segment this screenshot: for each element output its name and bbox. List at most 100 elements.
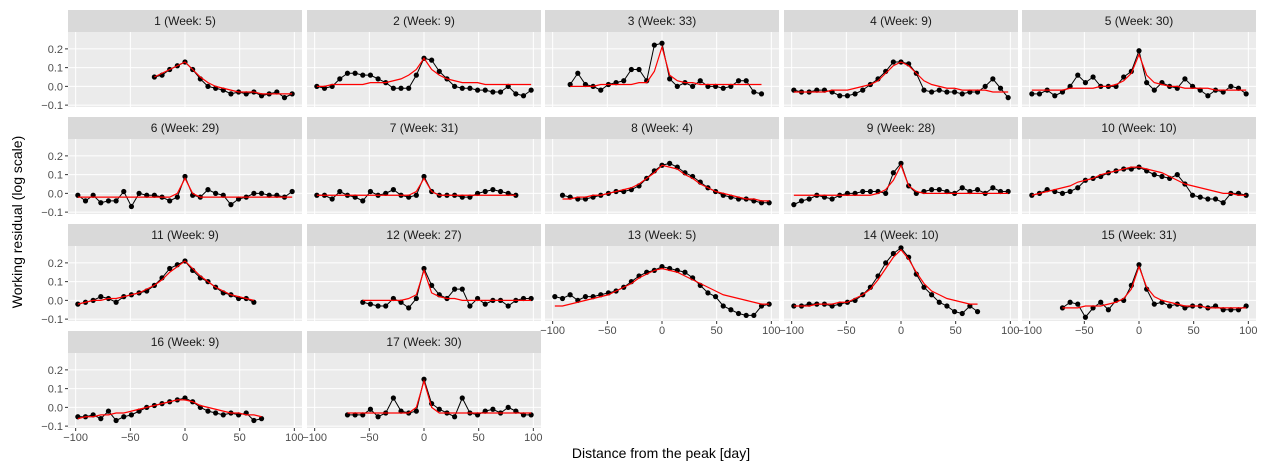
point [758,91,765,97]
point [959,185,965,191]
point [720,85,726,91]
y-tick-label: 0.1 [48,384,63,396]
fitted-line [1031,52,1247,91]
point [360,198,366,204]
y-tick-label: −0.1 [41,314,63,326]
point [436,68,442,74]
y-tick-label: 0.0 [48,402,63,414]
strip-title: 11 (Week: 9) [151,228,219,242]
strip [545,10,779,32]
point [390,187,396,193]
point [1228,83,1234,89]
point [182,173,188,180]
point [383,303,389,309]
point [375,414,381,420]
point [636,66,642,73]
point [1243,91,1249,97]
point [735,310,742,317]
point [1029,91,1035,97]
panel: 2 (Week: 9) [307,10,541,107]
x-tick-label: −100 [63,432,88,444]
point [1075,301,1081,307]
point [98,294,104,300]
point [929,89,935,95]
point [1067,299,1073,305]
fitted-line [77,177,293,198]
point [82,198,89,204]
strip [307,10,541,32]
strip-title: 13 (Week: 5) [628,228,696,242]
point [467,303,473,309]
panel: 9 (Week: 28) [784,117,1018,214]
panel: 15 (Week: 31) −100 −50 0 50 100 [1017,224,1258,337]
point [258,416,265,422]
point [1136,48,1142,54]
strip [68,10,302,32]
fitted-line [562,164,770,202]
point [1005,95,1011,101]
point [136,190,142,196]
x-tick-label: 50 [711,325,723,337]
point [490,187,496,193]
point [860,188,866,195]
point [213,190,219,196]
point [459,286,465,292]
y-tick-label: −0.1 [41,421,63,433]
fitted-line [77,260,255,305]
point [421,173,427,180]
point [406,305,412,311]
point [174,194,180,200]
point [429,282,435,288]
point [959,91,965,97]
point [1121,74,1127,80]
point [898,245,904,251]
panel: 16 (Week: 9) −0.1 0.0 0.1 0.2 −100 −50 0 50 100 [41,331,304,444]
x-tick-label: 100 [762,325,780,337]
x-tick-label: 0 [898,325,904,337]
point [429,57,435,63]
fitted-line [1031,166,1247,196]
point [167,198,173,204]
point [205,408,211,414]
point [520,93,527,99]
point [1059,305,1066,311]
point [251,190,257,196]
point [743,78,749,84]
panel: 14 (Week: 10) −100 −50 0 50 100 [779,224,1020,337]
strip-title: 16 (Week: 9) [151,335,219,349]
point [674,83,680,89]
y-tick-label: 0.1 [48,170,63,182]
fitted-line [570,44,762,87]
point [844,93,851,99]
point [997,85,1004,91]
point [128,203,135,210]
y-tick-label: 0.1 [48,277,63,289]
x-tick-label: 50 [950,325,962,337]
point [228,91,234,97]
strip-title: 8 (Week: 4) [631,121,693,135]
point [406,85,412,91]
y-tick-label: 0.0 [48,81,63,93]
point [98,200,104,206]
point [98,416,104,422]
panel: 3 (Week: 33) [545,10,779,107]
point [367,406,374,412]
point [743,312,749,318]
point [459,85,465,91]
point [712,294,719,300]
point [367,188,374,195]
point [1067,188,1073,195]
point [929,292,935,298]
point [829,196,835,202]
point [452,83,458,89]
point [951,309,958,315]
x-tick-label: −50 [121,432,140,444]
point [1052,93,1058,99]
point [921,87,927,93]
x-tick-label: −100 [1017,325,1042,337]
point [367,72,374,78]
point [852,91,858,97]
point [513,192,519,198]
point [360,72,366,78]
panel: 7 (Week: 31) [307,117,541,214]
